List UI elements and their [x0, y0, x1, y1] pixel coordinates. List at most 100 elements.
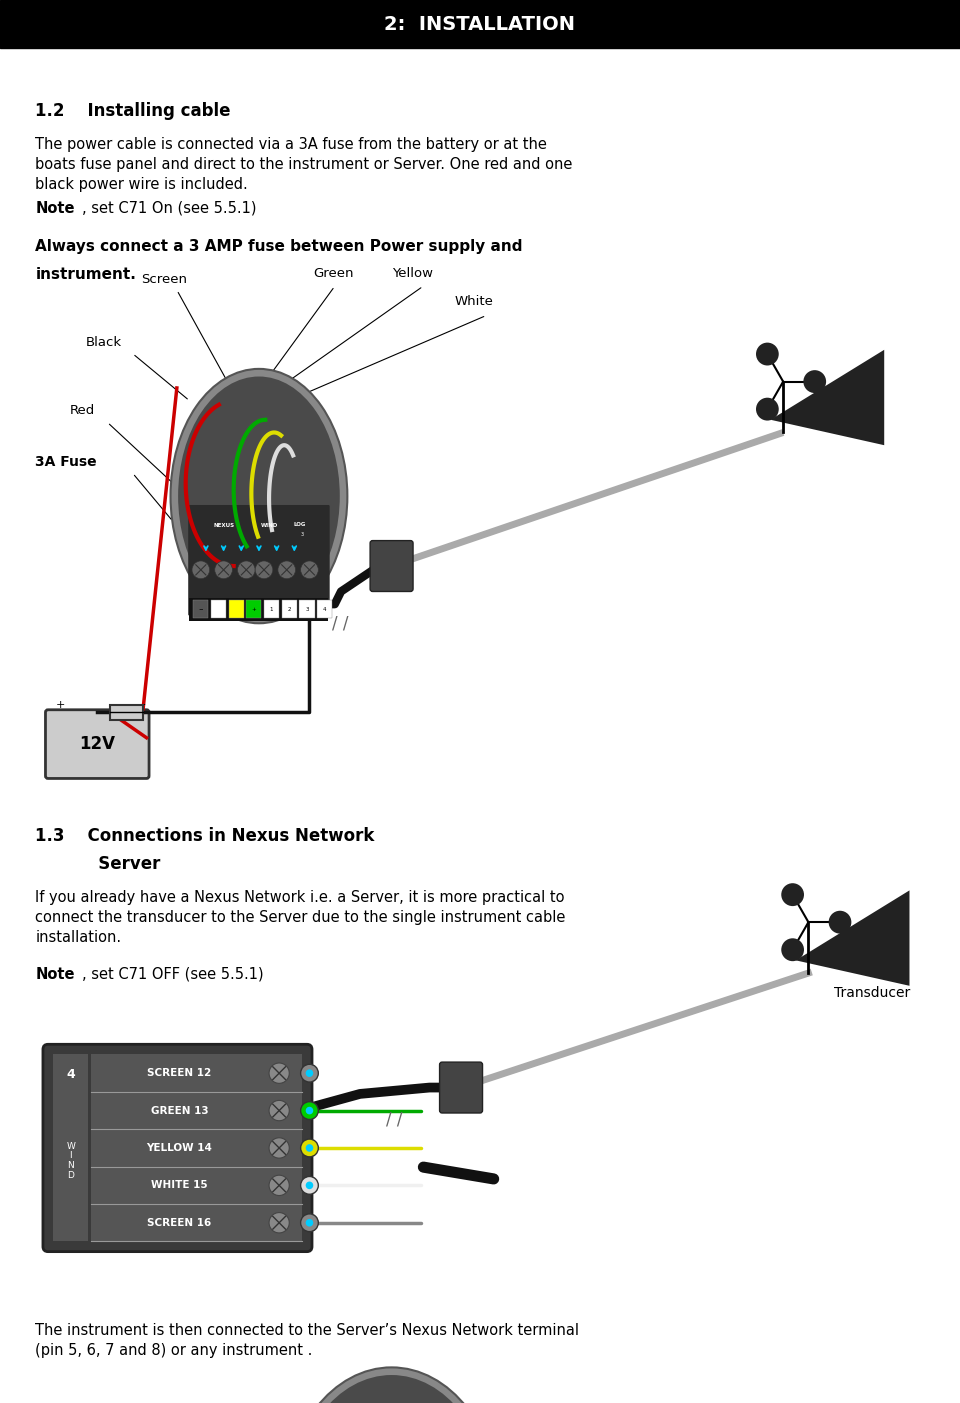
Text: 3: 3	[305, 606, 309, 612]
Point	[85, 1195, 97, 1212]
Circle shape	[215, 561, 232, 579]
Bar	[91, 1129, 301, 1167]
Circle shape	[237, 561, 255, 579]
Text: W
I
N
D: W I N D	[66, 1142, 75, 1180]
FancyBboxPatch shape	[440, 1062, 483, 1113]
Circle shape	[269, 1100, 289, 1121]
Circle shape	[300, 561, 319, 579]
Text: 1.2    Installing cable: 1.2 Installing cable	[36, 102, 230, 119]
Circle shape	[269, 1138, 289, 1157]
Text: +: +	[56, 700, 65, 710]
Polygon shape	[771, 349, 884, 445]
Text: White: White	[455, 295, 493, 309]
Circle shape	[255, 561, 273, 579]
Circle shape	[300, 1139, 319, 1157]
Bar	[281, 600, 297, 619]
Ellipse shape	[284, 1368, 499, 1403]
FancyArrowPatch shape	[423, 1167, 493, 1179]
Circle shape	[305, 1069, 313, 1078]
Text: Always connect a 3 AMP fuse between Power supply and: Always connect a 3 AMP fuse between Powe…	[36, 239, 523, 254]
Bar	[228, 600, 244, 619]
Text: If you already have a Nexus Network i.e. a Server, it is more practical to
conne: If you already have a Nexus Network i.e.…	[36, 891, 565, 946]
Text: Screen: Screen	[141, 274, 187, 286]
Point	[296, 1083, 307, 1100]
Text: WIND: WIND	[260, 523, 277, 528]
Point	[296, 1159, 307, 1176]
Circle shape	[305, 1107, 313, 1114]
Text: 12V: 12V	[80, 735, 115, 753]
FancyBboxPatch shape	[45, 710, 149, 779]
Bar	[247, 600, 261, 619]
Circle shape	[781, 884, 804, 906]
Bar	[193, 600, 208, 619]
Text: 2: 2	[287, 606, 291, 612]
Text: , set C71 OFF (see 5.5.1): , set C71 OFF (see 5.5.1)	[83, 967, 264, 982]
Text: NEXUS: NEXUS	[213, 523, 234, 528]
Circle shape	[781, 939, 804, 961]
Circle shape	[828, 911, 852, 933]
Circle shape	[300, 1214, 319, 1232]
Circle shape	[756, 397, 779, 421]
Text: 2:  INSTALLATION: 2: INSTALLATION	[385, 14, 575, 34]
Text: Note: Note	[36, 201, 75, 216]
Circle shape	[300, 1177, 319, 1194]
Text: WHITE 15: WHITE 15	[152, 1180, 208, 1190]
Text: 1: 1	[270, 606, 274, 612]
Text: 3: 3	[300, 532, 303, 537]
Text: 1.3    Connections in Nexus Network: 1.3 Connections in Nexus Network	[36, 826, 374, 845]
Circle shape	[804, 370, 827, 393]
Text: Transducer: Transducer	[833, 986, 910, 1000]
Point	[85, 1121, 97, 1138]
Text: Server: Server	[36, 854, 160, 873]
Polygon shape	[796, 891, 909, 986]
Bar	[189, 598, 328, 620]
Circle shape	[305, 1181, 313, 1190]
Bar	[91, 1092, 301, 1129]
Circle shape	[305, 1219, 313, 1226]
Text: SCREEN 12: SCREEN 12	[148, 1068, 211, 1078]
Circle shape	[269, 1212, 289, 1233]
Circle shape	[300, 1065, 319, 1082]
Text: The power cable is connected via a 3A fuse from the battery or at the
boats fuse: The power cable is connected via a 3A fu…	[36, 137, 573, 192]
Ellipse shape	[179, 376, 340, 616]
Bar	[264, 600, 279, 619]
Text: LOG: LOG	[293, 522, 305, 526]
Line: 2 pts: 2 pts	[461, 974, 808, 1087]
Text: GREEN 13: GREEN 13	[151, 1106, 208, 1115]
Circle shape	[305, 1145, 313, 1152]
Bar	[109, 704, 143, 720]
Text: YELLOW 14: YELLOW 14	[147, 1143, 212, 1153]
Ellipse shape	[292, 1375, 492, 1403]
Circle shape	[277, 561, 296, 579]
Bar	[300, 600, 315, 619]
Text: , set C71 On (see 5.5.1): , set C71 On (see 5.5.1)	[83, 201, 256, 216]
Text: The instrument is then connected to the Server’s Nexus Network terminal
(pin 5, : The instrument is then connected to the …	[36, 1323, 580, 1358]
Circle shape	[300, 1101, 319, 1120]
Line: 2 pts: 2 pts	[392, 432, 783, 565]
Text: +: +	[252, 606, 256, 612]
Text: −: −	[136, 700, 146, 710]
Text: Note: Note	[36, 967, 75, 982]
FancyBboxPatch shape	[188, 505, 329, 616]
Point	[803, 965, 814, 982]
Text: / /: / /	[331, 615, 348, 633]
Circle shape	[269, 1063, 289, 1083]
Text: Yellow: Yellow	[392, 267, 433, 281]
Text: / /: / /	[386, 1110, 402, 1128]
Circle shape	[192, 561, 209, 579]
Point	[85, 1233, 97, 1250]
Text: SCREEN 16: SCREEN 16	[148, 1218, 211, 1228]
FancyBboxPatch shape	[43, 1044, 312, 1251]
FancyBboxPatch shape	[371, 540, 413, 592]
Text: 4: 4	[323, 606, 326, 612]
Point	[386, 557, 397, 574]
Bar	[91, 1167, 301, 1204]
Bar	[53, 1055, 88, 1242]
Text: Green: Green	[313, 267, 354, 281]
Bar	[91, 1204, 301, 1242]
Text: Red: Red	[69, 404, 95, 418]
Bar	[211, 600, 227, 619]
Text: 4: 4	[66, 1068, 75, 1082]
Point	[296, 1195, 307, 1212]
Point	[85, 1159, 97, 1176]
